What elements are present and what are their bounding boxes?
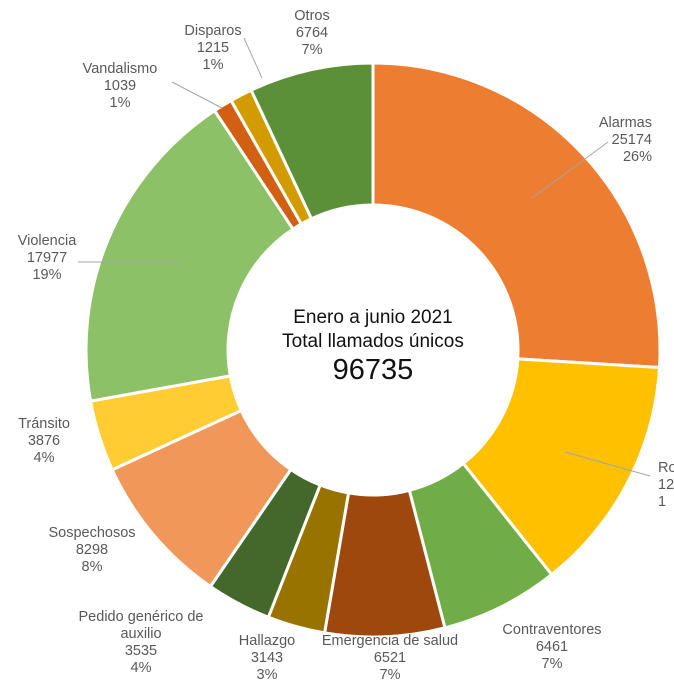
label-percent: 1 bbox=[658, 494, 666, 510]
label-name: Ro bbox=[658, 460, 674, 476]
leader-line bbox=[243, 37, 263, 79]
label-value: 8298 bbox=[76, 542, 108, 558]
center-line-2: Total llamados únicos bbox=[282, 331, 464, 352]
label-percent: 7% bbox=[380, 667, 401, 683]
label-value: 6521 bbox=[374, 650, 406, 666]
label-value: 6764 bbox=[296, 25, 328, 41]
slice-violencia bbox=[84, 108, 296, 403]
center-line-1: Enero a junio 2021 bbox=[293, 307, 453, 328]
label-percent: 7% bbox=[542, 656, 563, 672]
label-name: Contraventores bbox=[502, 622, 601, 638]
slice-robos bbox=[461, 357, 662, 577]
label-name: Tránsito bbox=[18, 416, 70, 432]
label-emergencia-de-salud: Emergencia de salud 6521 7% bbox=[322, 633, 458, 683]
label-contraventores: Contraventores 6461 7% bbox=[502, 622, 601, 672]
label-name: Hallazgo bbox=[239, 633, 295, 649]
label-value: 3535 bbox=[125, 643, 157, 659]
leader-lines-group bbox=[78, 37, 651, 477]
label-transito: Tránsito 3876 4% bbox=[18, 416, 70, 466]
label-name: Vandalismo bbox=[83, 61, 158, 77]
donut-hole bbox=[229, 206, 517, 494]
label-value: 1215 bbox=[197, 40, 229, 56]
label-percent: 4% bbox=[131, 660, 152, 676]
label-percent: 3% bbox=[257, 667, 278, 683]
center-total: 96735 bbox=[333, 354, 414, 386]
label-value: 25174 bbox=[612, 132, 652, 148]
label-percent: 7% bbox=[302, 42, 323, 58]
label-value: 1039 bbox=[104, 78, 136, 94]
label-sospechosos: Sospechosos 8298 8% bbox=[48, 525, 135, 575]
label-otros: Otros 6764 7% bbox=[294, 8, 329, 58]
label-value: 6461 bbox=[536, 639, 568, 655]
label-percent: 26% bbox=[623, 149, 652, 165]
slices-group bbox=[84, 61, 662, 639]
label-percent: 8% bbox=[82, 559, 103, 575]
leader-line bbox=[171, 81, 223, 109]
label-pedido-generico-de-auxilio: Pedido genérico de auxilio 3535 4% bbox=[79, 609, 204, 676]
label-vandalismo: Vandalismo 1039 1% bbox=[83, 61, 158, 111]
label-name: Disparos bbox=[184, 23, 241, 39]
leader-line bbox=[531, 141, 609, 199]
label-value: 3876 bbox=[28, 433, 60, 449]
label-hallazgo: Hallazgo 3143 3% bbox=[239, 633, 295, 683]
slice-alarmas bbox=[371, 61, 662, 370]
label-name: Otros bbox=[294, 8, 329, 24]
label-value: 12 bbox=[658, 477, 674, 493]
label-name: Sospechosos bbox=[48, 525, 135, 541]
label-robos: Ro 12 1 bbox=[658, 460, 674, 510]
label-violencia: Violencia 17977 19% bbox=[18, 233, 78, 283]
label-name: auxilio bbox=[120, 626, 161, 642]
label-percent: 19% bbox=[32, 267, 61, 283]
label-name: Alarmas bbox=[599, 115, 652, 131]
label-name: Violencia bbox=[18, 233, 78, 249]
label-name: Pedido genérico de bbox=[79, 609, 204, 625]
label-value: 3143 bbox=[251, 650, 283, 666]
label-disparos: Disparos 1215 1% bbox=[184, 23, 241, 73]
leader-line bbox=[564, 451, 651, 477]
label-value: 17977 bbox=[27, 250, 67, 266]
label-percent: 1% bbox=[110, 95, 131, 111]
label-name: Emergencia de salud bbox=[322, 633, 458, 649]
label-alarmas: Alarmas 25174 26% bbox=[599, 115, 652, 165]
label-percent: 1% bbox=[203, 57, 224, 73]
center-text: Enero a junio 2021 Total llamados únicos… bbox=[282, 307, 464, 386]
slice-otros bbox=[249, 61, 375, 221]
label-percent: 4% bbox=[34, 450, 55, 466]
